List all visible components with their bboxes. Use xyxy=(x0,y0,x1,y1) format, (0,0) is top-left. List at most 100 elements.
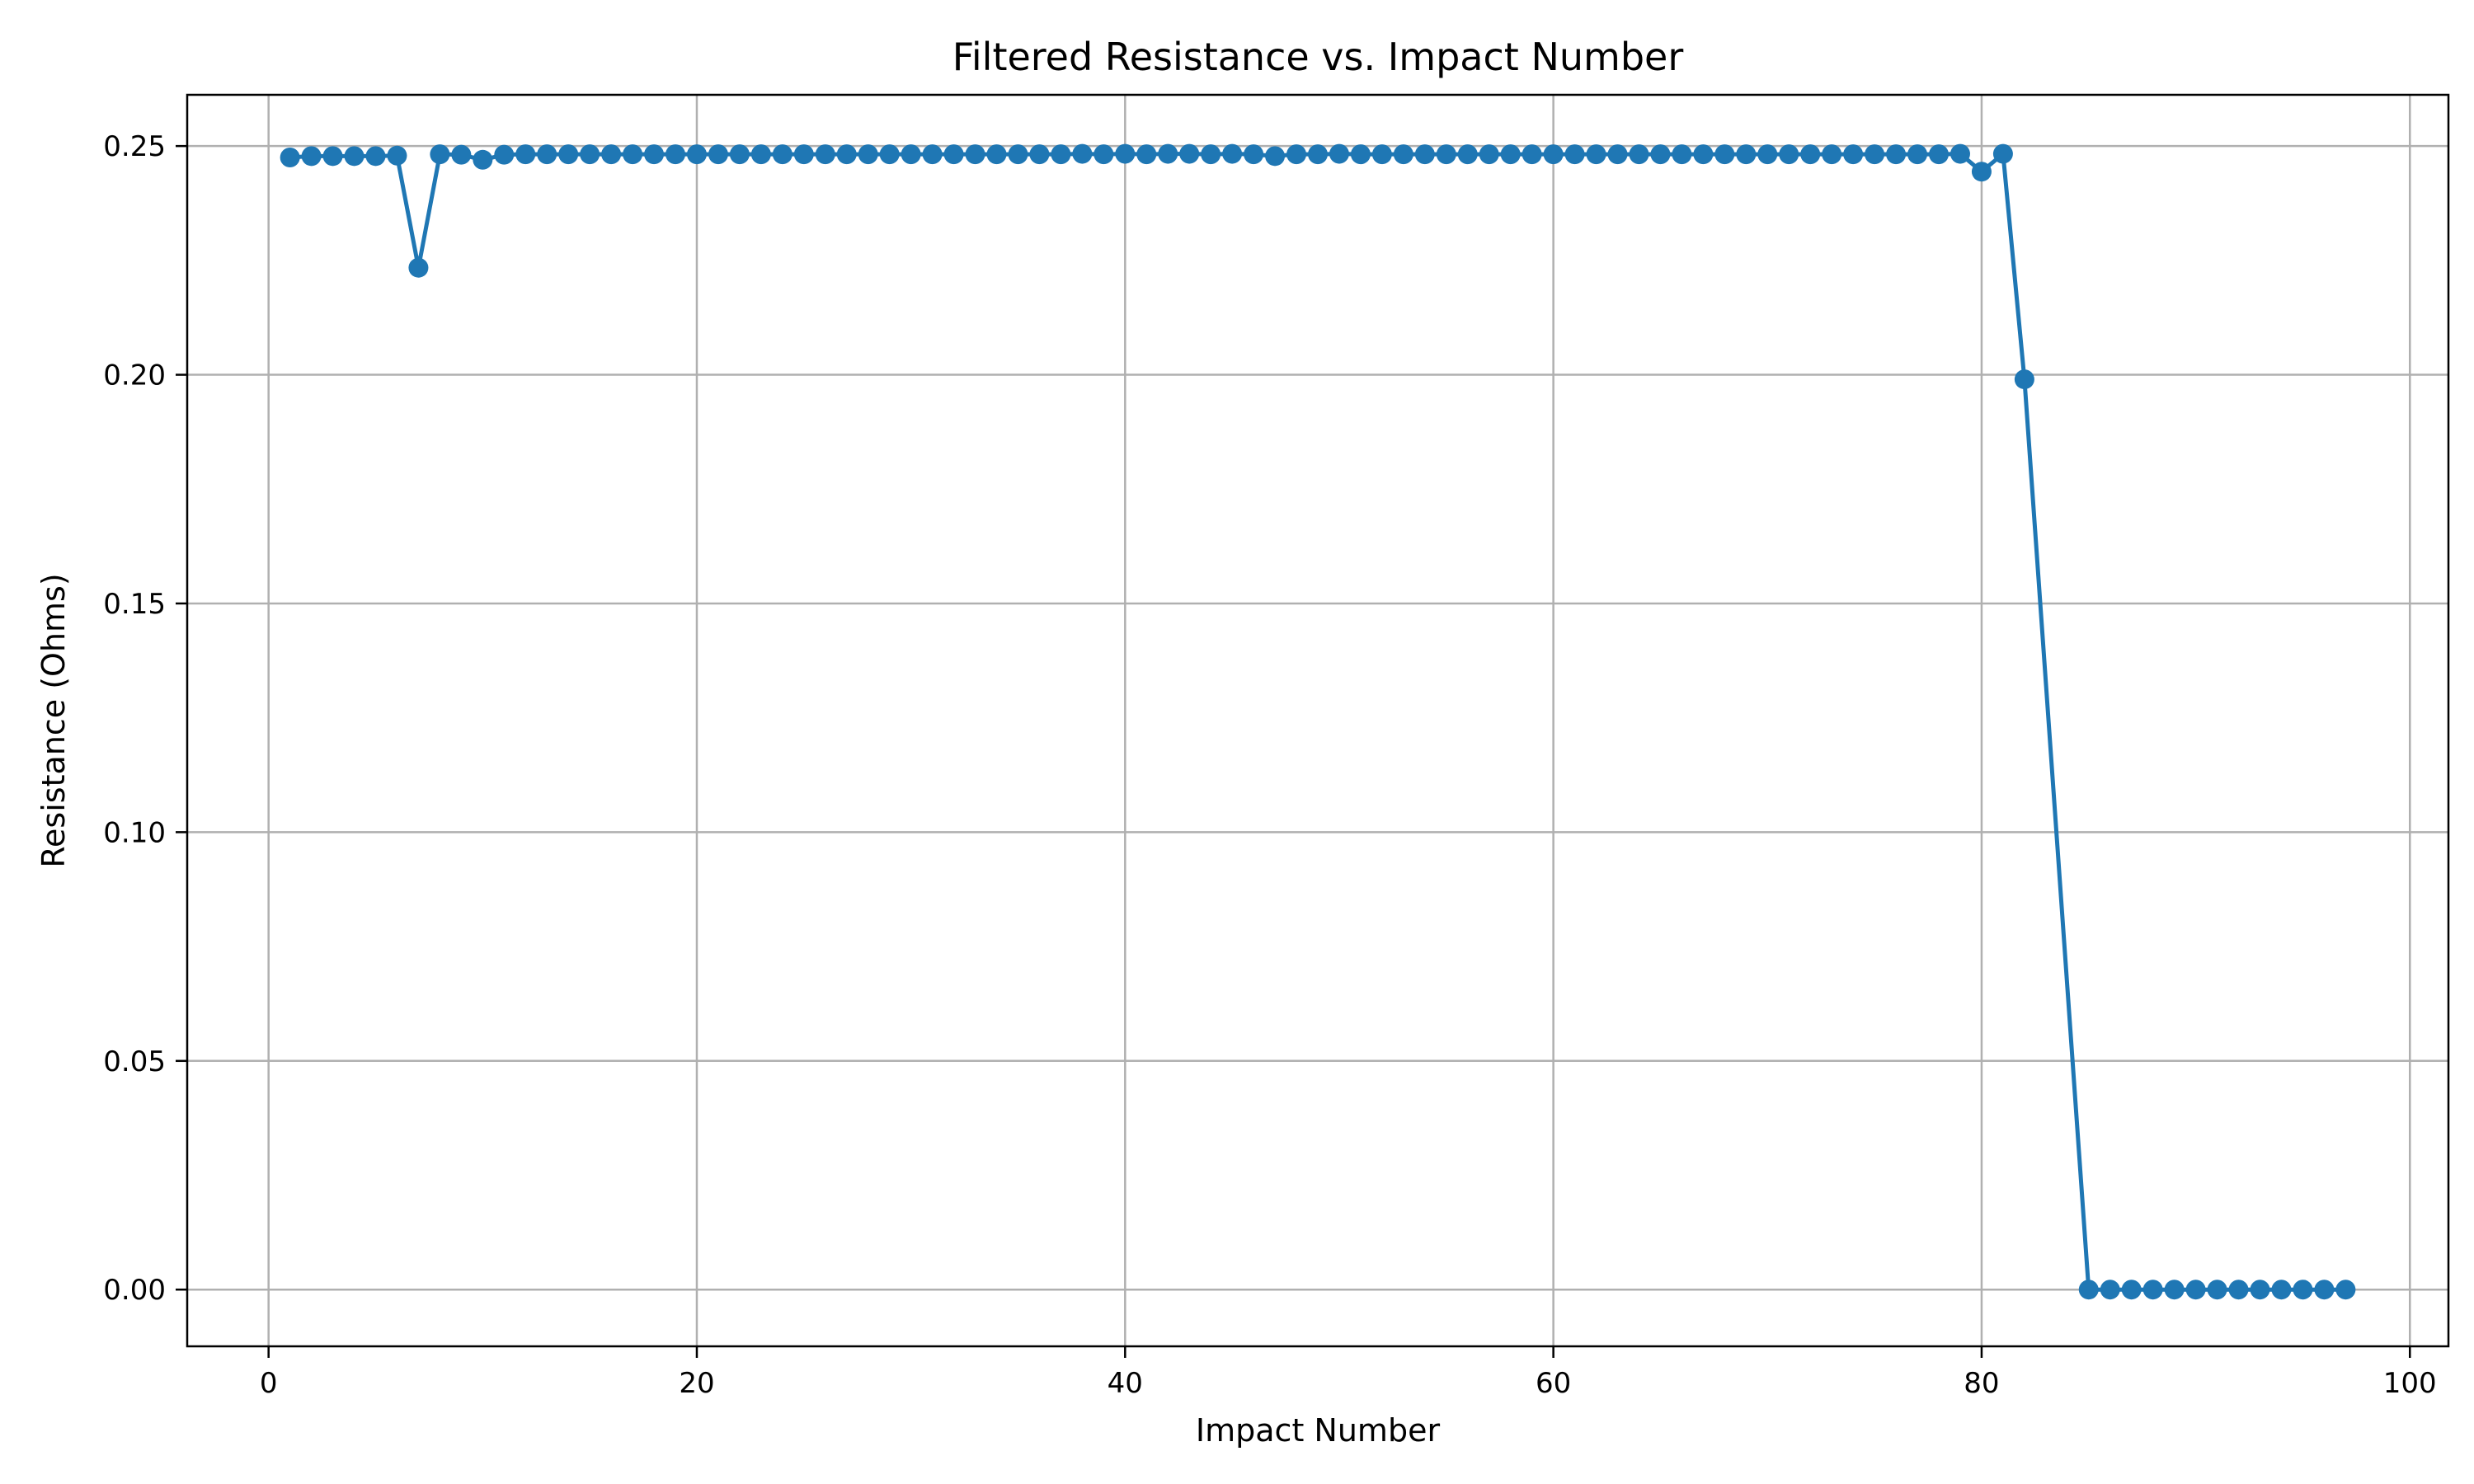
data-point xyxy=(558,144,579,165)
data-point xyxy=(1650,144,1671,165)
data-point xyxy=(1564,144,1585,165)
data-point xyxy=(344,146,365,167)
data-point xyxy=(1929,144,1950,165)
data-point xyxy=(1971,162,1992,182)
data-point xyxy=(1265,146,1286,167)
y-tick-label: 0.05 xyxy=(103,1045,166,1078)
data-point xyxy=(1350,144,1371,165)
data-point xyxy=(1286,144,1307,165)
x-tick-label: 100 xyxy=(2383,1367,2437,1400)
data-point xyxy=(2164,1280,2185,1300)
data-point xyxy=(1714,144,1735,165)
data-point xyxy=(537,144,557,165)
data-point xyxy=(1179,143,1200,164)
data-point xyxy=(1822,144,1842,165)
x-axis-title: Impact Number xyxy=(1196,1412,1441,1449)
data-point xyxy=(1222,143,1243,164)
data-point xyxy=(1950,143,1970,164)
data-point xyxy=(430,144,450,165)
data-point xyxy=(1865,144,1885,165)
data-point xyxy=(301,146,322,167)
data-point xyxy=(1329,143,1349,164)
data-point xyxy=(1779,144,1799,165)
data-point xyxy=(2142,1280,2163,1300)
data-point xyxy=(901,144,921,165)
data-point xyxy=(280,148,300,168)
data-point xyxy=(1672,144,1692,165)
y-tick-label: 0.10 xyxy=(103,816,166,849)
axis-ticks: 0 20 40 60 80 100 0.00 0.05 0.10 0.15 0.20 0.25 xyxy=(103,130,2436,1400)
data-point xyxy=(1586,144,1606,165)
data-point xyxy=(601,144,622,165)
data-point xyxy=(1800,144,1821,165)
data-point xyxy=(793,144,814,165)
data-point xyxy=(1158,143,1178,164)
data-point xyxy=(836,144,857,165)
data-point xyxy=(1244,144,1264,165)
x-tick-label: 40 xyxy=(1108,1367,1143,1400)
data-point xyxy=(666,144,686,165)
data-point xyxy=(408,257,429,278)
data-point xyxy=(1543,144,1564,165)
data-point xyxy=(1907,144,1928,165)
grid xyxy=(187,95,2448,1346)
data-point xyxy=(2100,1280,2120,1300)
data-point xyxy=(1072,143,1093,164)
data-point xyxy=(1757,144,1778,165)
data-point xyxy=(858,144,878,165)
data-point xyxy=(1607,144,1628,165)
data-point xyxy=(986,144,1007,165)
data-point xyxy=(1500,144,1521,165)
data-point xyxy=(1843,144,1864,165)
data-point xyxy=(2185,1280,2206,1300)
plot-area xyxy=(187,95,2448,1346)
data-point xyxy=(1201,144,1221,165)
x-tick-label: 60 xyxy=(1536,1367,1571,1400)
data-point xyxy=(1457,144,1478,165)
y-tick-label: 0.20 xyxy=(103,359,166,392)
data-point xyxy=(1522,144,1542,165)
data-point xyxy=(2078,1280,2099,1300)
data-point xyxy=(494,144,515,165)
data-point xyxy=(1629,144,1649,165)
data-point xyxy=(1008,144,1028,165)
data-point xyxy=(686,144,707,165)
data-series xyxy=(280,143,2356,1300)
y-axis-title: Resistance (Ohms) xyxy=(35,573,72,867)
data-point xyxy=(943,144,964,165)
data-point xyxy=(1371,144,1392,165)
data-point xyxy=(922,144,943,165)
data-point xyxy=(1051,144,1071,165)
data-point xyxy=(1693,144,1714,165)
data-point xyxy=(2271,1280,2292,1300)
data-point xyxy=(365,146,386,167)
data-point xyxy=(2014,369,2034,390)
data-point xyxy=(1094,144,1114,165)
data-point xyxy=(815,144,835,165)
data-point xyxy=(623,144,643,165)
data-point xyxy=(2121,1280,2142,1300)
data-point xyxy=(1115,143,1136,164)
data-point xyxy=(1436,144,1456,165)
data-point xyxy=(387,145,407,166)
data-point xyxy=(2293,1280,2313,1300)
data-point xyxy=(879,144,900,165)
data-point xyxy=(580,144,600,165)
data-point xyxy=(1029,144,1050,165)
data-point xyxy=(1308,144,1328,165)
data-point xyxy=(644,144,665,165)
y-tick-label: 0.00 xyxy=(103,1274,166,1307)
data-point xyxy=(1393,144,1413,165)
data-point xyxy=(2228,1280,2249,1300)
x-tick-label: 80 xyxy=(1964,1367,1999,1400)
data-point xyxy=(451,144,472,165)
data-point xyxy=(965,144,985,165)
x-tick-label: 0 xyxy=(260,1367,278,1400)
data-point xyxy=(2314,1280,2335,1300)
data-point xyxy=(1992,143,2013,164)
y-tick-label: 0.15 xyxy=(103,588,166,621)
data-point xyxy=(772,144,793,165)
data-point xyxy=(708,144,728,165)
x-tick-label: 20 xyxy=(679,1367,714,1400)
